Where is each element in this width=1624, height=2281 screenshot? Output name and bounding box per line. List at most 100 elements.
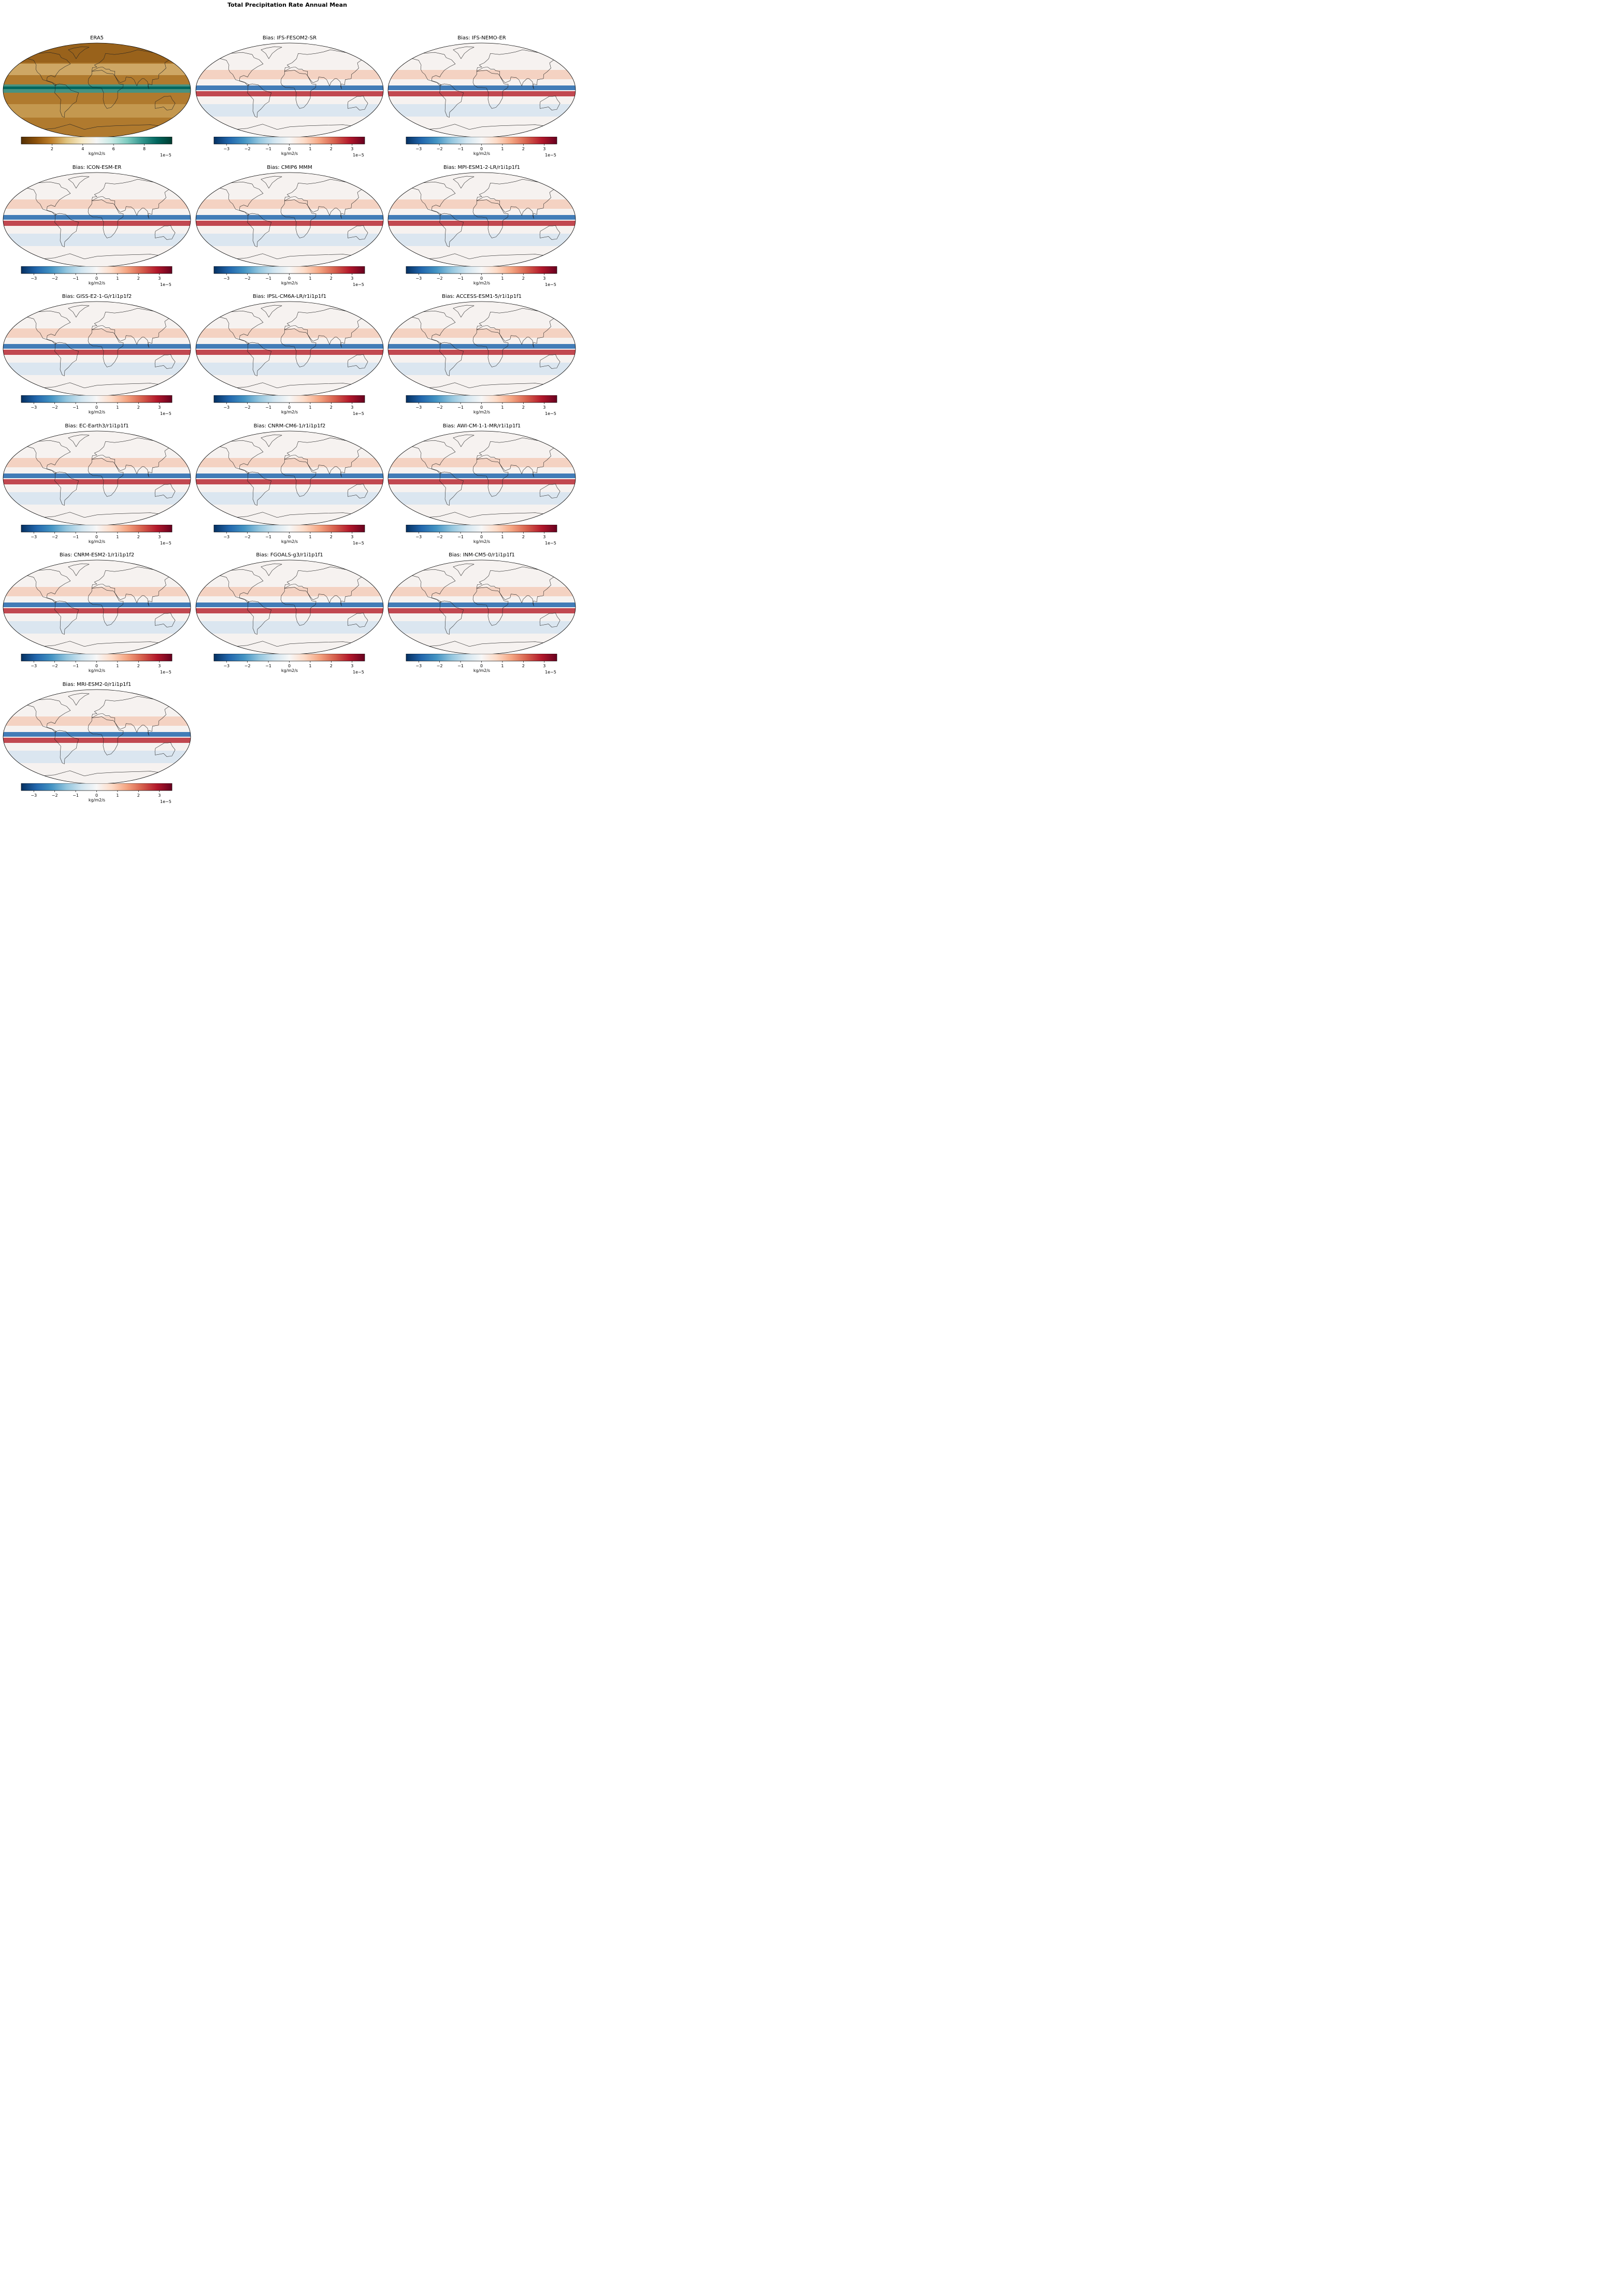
panel-title: Bias: IPSL-CM6A-LR/r1i1p1f1	[252, 294, 327, 299]
coastline	[453, 434, 475, 447]
bias-band-north	[196, 587, 383, 596]
colorbar-gradient	[21, 266, 173, 274]
colorbar-tick-label: 3	[158, 664, 161, 668]
bias-band-north	[388, 199, 576, 209]
colorbar-tick-label: 2	[330, 147, 333, 151]
coastline	[347, 483, 368, 498]
coastline	[214, 181, 264, 216]
bias-band-itcz	[388, 91, 576, 96]
colorbar-tick-label: 4	[81, 147, 84, 151]
bias-band-south	[3, 492, 191, 505]
colorbar-offset: 1e−5	[160, 670, 171, 675]
colorbar-tick-label: −2	[245, 664, 251, 668]
colorbar-label: kg/m2/s	[473, 668, 491, 673]
colorbar-offset: 1e−5	[545, 282, 556, 287]
map-plot	[3, 689, 191, 784]
panel-title: Bias: EC-Earth3/r1i1p1f1	[65, 423, 129, 429]
map-panel: Bias: CNRM-CM6-1/r1i1p1f2 −3 −2 −1 0 1 2 3 kg/m2…	[195, 423, 384, 548]
bias-band-equatorial	[196, 344, 383, 349]
colorbar-tick-label: −2	[245, 405, 251, 410]
colorbar-tick-label: 3	[351, 276, 353, 281]
colorbar-tick-label: −2	[52, 405, 58, 410]
colorbar-tick-label: 3	[158, 405, 161, 410]
colorbar-tick-label: 3	[543, 147, 545, 151]
colorbar-tick-label: 2	[137, 276, 140, 281]
colorbar-tick-label: 3	[351, 147, 353, 151]
coastline	[539, 95, 561, 110]
colorbar-gradient	[213, 266, 365, 274]
colorbar-tick-label: 0	[95, 276, 98, 281]
colorbar-tick-label: −3	[31, 793, 37, 798]
colorbar-tick-label: 2	[137, 664, 140, 668]
coastline	[154, 742, 176, 757]
coastline	[284, 49, 372, 90]
colorbar-gradient	[21, 395, 173, 403]
colorbar-label: kg/m2/s	[88, 151, 106, 156]
colorbar-label: kg/m2/s	[88, 798, 106, 802]
bias-band-south	[3, 621, 191, 634]
coastline	[54, 471, 79, 506]
bias-band-itcz	[3, 350, 191, 355]
bias-band-south	[388, 363, 576, 375]
map-plot	[387, 301, 576, 396]
panel-title: Bias: IFS-FESOM2-SR	[262, 35, 317, 41]
colorbar-tick-label: −1	[265, 405, 271, 410]
coastline	[453, 305, 475, 318]
bias-band-equatorial	[196, 215, 383, 220]
colorbar-gradient	[406, 525, 557, 533]
coastline	[21, 440, 71, 475]
coastline	[406, 310, 456, 345]
colorbar-offset: 1e−5	[353, 541, 364, 546]
bias-band-north	[3, 458, 191, 467]
map-plot	[3, 172, 191, 267]
coastline	[439, 600, 464, 635]
colorbar-tick-label: 3	[543, 405, 545, 410]
colorbar-tick-label: 2	[137, 535, 140, 539]
colorbar-offset: 1e−5	[353, 153, 364, 157]
colorbar-tick-label: 1	[116, 276, 119, 281]
panel-title: Bias: MPI-ESM1-2-LR/r1i1p1f1	[443, 165, 521, 170]
panel-title: Bias: ACCESS-ESM1-5/r1i1p1f1	[442, 294, 522, 299]
colorbar-tick-label: −1	[265, 664, 271, 668]
bias-band-equatorial	[3, 215, 191, 220]
coastline	[472, 328, 509, 367]
colorbar-offset: 1e−5	[545, 670, 556, 675]
bias-band-itcz	[196, 608, 383, 613]
map-panel: Bias: MRI-ESM2-0/r1i1p1f1 −3 −2 −1 0 1 2 3 kg/m2…	[2, 682, 192, 806]
colorbar-tick-label: −1	[457, 147, 464, 151]
bias-band-itcz	[3, 738, 191, 743]
coastlines	[19, 305, 180, 396]
colorbar-tick-label: 2	[330, 535, 333, 539]
panel-title: Bias: CNRM-ESM2-1/r1i1p1f2	[59, 552, 135, 558]
bias-band-equatorial	[388, 344, 576, 349]
panel-title: Bias: MRI-ESM2-0/r1i1p1f1	[62, 682, 132, 687]
colorbar-tick-label: 0	[480, 535, 483, 539]
bias-band-itcz	[3, 608, 191, 613]
coastline	[261, 563, 282, 576]
colorbar-tick-label: 0	[288, 535, 291, 539]
coastline	[406, 181, 456, 216]
map-panel: Bias: IFS-NEMO-ER −3 −2 −1 0 1 2 3 kg/m2/s 1e−5	[387, 35, 577, 160]
coastlines	[404, 434, 565, 525]
colorbar: −3 −2 −1 0 1 2 3	[21, 266, 173, 281]
coastline	[261, 434, 282, 447]
bias-band-north	[196, 199, 383, 209]
bias-band-north	[3, 199, 191, 209]
colorbar-tick-label: −3	[415, 664, 422, 668]
map-panel: Bias: FGOALS-g3/r1i1p1f1 −3 −2 −1 0 1 2 3 kg/m2/…	[195, 552, 384, 677]
coastline	[453, 563, 475, 576]
colorbar-offset: 1e−5	[545, 153, 556, 157]
coastline	[539, 483, 561, 498]
colorbar: −3 −2 −1 0 1 2 3	[21, 783, 173, 798]
colorbar-tick-label: −1	[73, 276, 79, 281]
colorbar-tick-label: 0	[288, 276, 291, 281]
climatology-band-core	[3, 87, 191, 89]
coastline	[539, 354, 561, 369]
coastline	[91, 437, 180, 478]
coastline	[347, 95, 368, 110]
colorbar-gradient	[21, 654, 173, 662]
bias-band-equatorial	[196, 474, 383, 478]
colorbar-tick-label: −1	[265, 147, 271, 151]
coastline	[439, 213, 464, 248]
coastline	[247, 342, 272, 377]
